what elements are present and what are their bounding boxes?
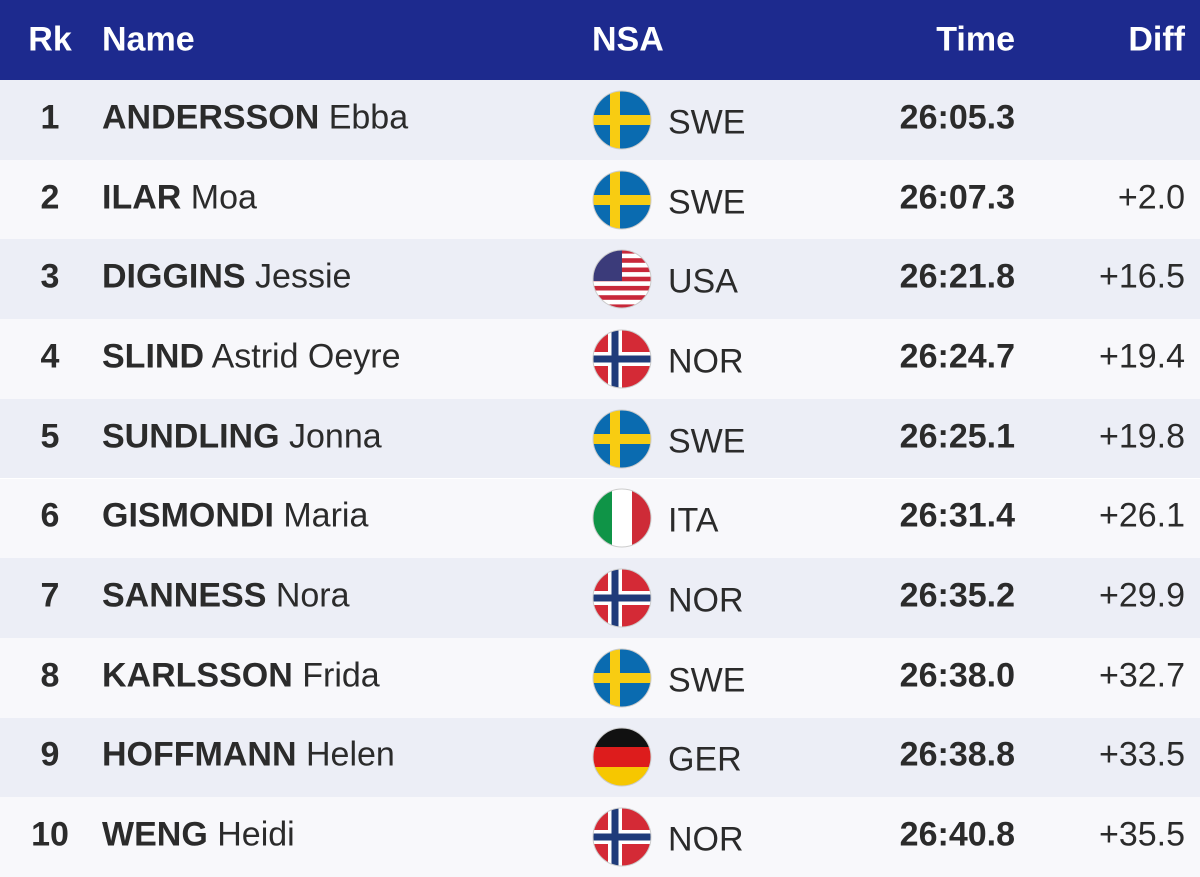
diff: +19.8: [1098, 417, 1185, 456]
flag: [592, 409, 652, 469]
rank: 1: [40, 98, 60, 137]
flag: [592, 90, 652, 150]
last-name: ILAR: [102, 178, 182, 217]
rank: 2: [40, 178, 60, 217]
last-name: DIGGINS: [102, 257, 246, 296]
rank: 4: [40, 337, 60, 376]
last-name: GISMONDI: [102, 496, 274, 535]
athlete-name: HOFFMANN Helen: [102, 736, 395, 775]
diff: +29.9: [1098, 576, 1185, 615]
rank: 3: [40, 257, 60, 296]
first-name: Maria: [283, 496, 369, 535]
first-name: Jessie: [255, 257, 352, 296]
row: 3 DIGGINS Jessie USA 26:21.8 +16.5: [0, 239, 1200, 320]
nsa: GER: [668, 741, 742, 780]
row: 9 HOFFMANN Helen GER 26:38.8 +33.5: [0, 717, 1200, 798]
first-name: Helen: [305, 735, 395, 774]
rank: 8: [40, 656, 60, 695]
nsa: SWE: [668, 103, 746, 142]
last-name: SUNDLING: [102, 417, 280, 456]
time: 26:38.0: [899, 656, 1015, 695]
diff: +33.5: [1098, 735, 1185, 774]
row: 4 SLIND Astrid Oeyre NOR 26:24.7 +19.4: [0, 319, 1200, 399]
time: 26:35.2: [899, 576, 1015, 615]
athlete-name: SUNDLING Jonna: [102, 417, 382, 456]
athlete-name: ILAR Moa: [102, 178, 257, 217]
nsa: SWE: [668, 183, 746, 222]
athlete-name: DIGGINS Jessie: [102, 258, 351, 297]
athlete-name: ANDERSSON Ebba: [102, 98, 408, 137]
time: 26:05.3: [899, 98, 1015, 137]
flag: [592, 727, 652, 787]
flag: [592, 807, 652, 867]
last-name: HOFFMANN: [102, 735, 297, 774]
time: 26:21.8: [899, 257, 1015, 296]
flag: [592, 329, 652, 389]
diff: +32.7: [1098, 656, 1185, 695]
rank: 7: [40, 576, 60, 615]
header-cell: Rk: [28, 20, 72, 59]
first-name: Ebba: [328, 98, 409, 137]
nsa: NOR: [668, 342, 744, 381]
diff: +19.4: [1098, 337, 1185, 376]
time: 26:07.3: [899, 178, 1015, 217]
row: 2 ILAR Moa SWE 26:07.3 +2.0: [0, 159, 1200, 240]
diff: +2.0: [1117, 178, 1185, 217]
athlete-name: SLIND Astrid Oeyre: [102, 337, 401, 376]
flag: [592, 249, 652, 309]
flag: [592, 568, 652, 628]
rank: 6: [40, 496, 60, 535]
diff: +35.5: [1098, 815, 1185, 854]
athlete-name: SANNESS Nora: [102, 577, 350, 616]
athlete-name: WENG Heidi: [102, 816, 295, 855]
header-cell: Diff: [1128, 20, 1185, 59]
last-name: SLIND: [102, 337, 204, 376]
last-name: KARLSSON: [102, 656, 293, 695]
first-name: Nora: [275, 576, 350, 615]
row: 6 GISMONDI Maria ITA 26:31.4 +26.1: [0, 478, 1200, 559]
last-name: SANNESS: [102, 576, 267, 615]
rank: 9: [40, 735, 60, 774]
rank: 5: [40, 417, 60, 456]
time: 26:24.7: [899, 337, 1015, 376]
row: 7 SANNESS Nora NOR 26:35.2 +29.9: [0, 558, 1200, 638]
row: 1 ANDERSSON Ebba SWE 26:05.3: [0, 80, 1200, 160]
rank: 10: [31, 815, 69, 854]
first-name: Astrid Oeyre: [211, 337, 401, 376]
flag: [592, 648, 652, 708]
nsa: SWE: [668, 661, 746, 700]
flag: [592, 488, 652, 548]
time: 26:31.4: [899, 496, 1015, 535]
first-name: Jonna: [289, 417, 382, 456]
row: 5 SUNDLING Jonna SWE 26:25.1 +19.8: [0, 398, 1200, 479]
row: 8 KARLSSON Frida SWE 26:38.0 +32.7: [0, 637, 1200, 718]
nsa: NOR: [668, 820, 744, 859]
row: 10 WENG Heidi NOR 26:40.8 +35.5: [0, 797, 1200, 877]
first-name: Moa: [190, 178, 257, 217]
time: 26:25.1: [899, 417, 1015, 456]
nsa: SWE: [668, 422, 746, 461]
diff: +26.1: [1098, 496, 1185, 535]
first-name: Frida: [302, 656, 380, 695]
first-name: Heidi: [217, 815, 295, 854]
header-row: Rk Name NSA Time Diff: [0, 0, 1200, 80]
last-name: ANDERSSON: [102, 98, 320, 137]
header-cell: Time: [936, 20, 1015, 59]
nsa: USA: [668, 262, 738, 301]
last-name: WENG: [102, 815, 208, 854]
diff: +16.5: [1098, 257, 1185, 296]
time: 26:38.8: [899, 735, 1015, 774]
header-cell: Name: [102, 20, 195, 59]
athlete-name: GISMONDI Maria: [102, 497, 368, 536]
nsa: NOR: [668, 581, 744, 620]
nsa: ITA: [668, 501, 719, 540]
header-cell: NSA: [592, 20, 664, 59]
time: 26:40.8: [899, 815, 1015, 854]
flag: [592, 170, 652, 230]
athlete-name: KARLSSON Frida: [102, 656, 380, 695]
